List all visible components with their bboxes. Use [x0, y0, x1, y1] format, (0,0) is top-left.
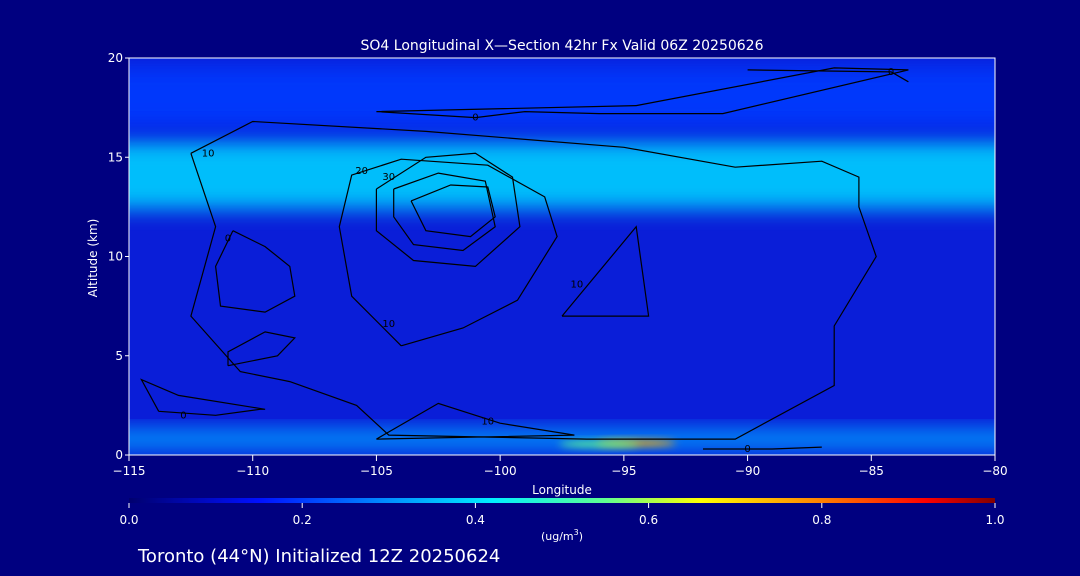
concentration-field — [129, 65, 995, 450]
concentration-band-0 — [129, 141, 995, 209]
x-tick-label: −105 — [360, 464, 393, 478]
chart-title: SO4 Longitudinal X—Section 42hr Fx Valid… — [361, 38, 764, 54]
colorbar-tick-label: 0.2 — [293, 513, 312, 527]
colorbar-unit-suffix: ) — [579, 530, 583, 543]
contour-label-11: 0 — [888, 67, 894, 78]
colorbar-gradient — [129, 498, 995, 503]
x-tick-label: −80 — [982, 464, 1007, 478]
y-tick-label: 15 — [108, 150, 123, 164]
contour-label-10: 0 — [472, 113, 478, 124]
colorbar-unit-prefix: (ug/m — [541, 530, 574, 543]
contour-label-7: 10 — [481, 416, 494, 427]
colorbar-tick-label: 1.0 — [985, 513, 1004, 527]
colorbar-tick-label: 0.8 — [812, 513, 831, 527]
colorbar-ticks: 0.0 0.2 0.4 0.6 0.8 1.0 — [119, 503, 1005, 527]
footer-caption: Toronto (44°N) Initialized 12Z 20250624 — [137, 546, 500, 567]
contour-label-3: 20 — [355, 166, 368, 177]
contour-label-4: 30 — [382, 172, 395, 183]
contour-label-12: 0 — [744, 444, 750, 455]
contour-line-9 — [140, 378, 266, 416]
x-tick-label: −100 — [484, 464, 517, 478]
x-axis: −115 −110 −105 −100 −95 −90 −85 −80 — [113, 455, 1008, 478]
contour-line-11 — [747, 69, 909, 83]
contour-line-4 — [393, 172, 496, 252]
plot-area: 0 10 20 30 10 10 10 0 0 0 0 — [129, 58, 995, 455]
contour-label-6: 10 — [202, 148, 215, 159]
y-tick-label: 5 — [115, 349, 123, 363]
concentration-hotspot-1 — [559, 441, 640, 448]
contour-line-1 — [227, 331, 296, 367]
colorbar-unit-label: (ug/m3) — [541, 528, 583, 543]
colorbar: 0.0 0.2 0.4 0.6 0.8 1.0 (ug/m3) — [119, 498, 1005, 543]
contour-line-5 — [410, 184, 496, 238]
colorbar-tick-label: 0.0 — [119, 513, 138, 527]
contour-line-8 — [561, 225, 650, 317]
contour-line-2 — [338, 158, 558, 347]
colorbar-tick-label: 0.4 — [466, 513, 485, 527]
y-tick-label: 0 — [115, 448, 123, 462]
y-axis-label: Altitude (km) — [86, 219, 100, 298]
x-tick-label: −95 — [611, 464, 636, 478]
x-tick-label: −85 — [859, 464, 884, 478]
contour-label-9: 0 — [180, 410, 186, 421]
colorbar-unit-sup: 3 — [574, 528, 579, 537]
y-tick-label: 10 — [108, 250, 123, 264]
contour-label-0: 0 — [225, 234, 231, 245]
y-axis: 0 5 10 15 20 — [108, 51, 129, 462]
contour-line-3 — [375, 152, 521, 268]
x-tick-label: −115 — [113, 464, 146, 478]
contour-label-2: 10 — [382, 319, 395, 330]
contour-line-6 — [190, 120, 877, 440]
x-axis-label: Longitude — [532, 483, 592, 497]
x-tick-label: −110 — [236, 464, 269, 478]
contour-label-8: 10 — [570, 279, 583, 290]
y-tick-label: 20 — [108, 51, 123, 65]
contour-line-0 — [214, 230, 296, 313]
contour-line-10 — [376, 67, 909, 119]
colorbar-tick-label: 0.6 — [639, 513, 658, 527]
contour-lines: 0 10 20 30 10 10 10 0 0 0 0 — [140, 67, 909, 455]
concentration-band-1 — [129, 65, 995, 128]
x-tick-label: −90 — [735, 464, 760, 478]
contour-line-7 — [376, 402, 575, 440]
contour-line-12 — [703, 446, 822, 450]
